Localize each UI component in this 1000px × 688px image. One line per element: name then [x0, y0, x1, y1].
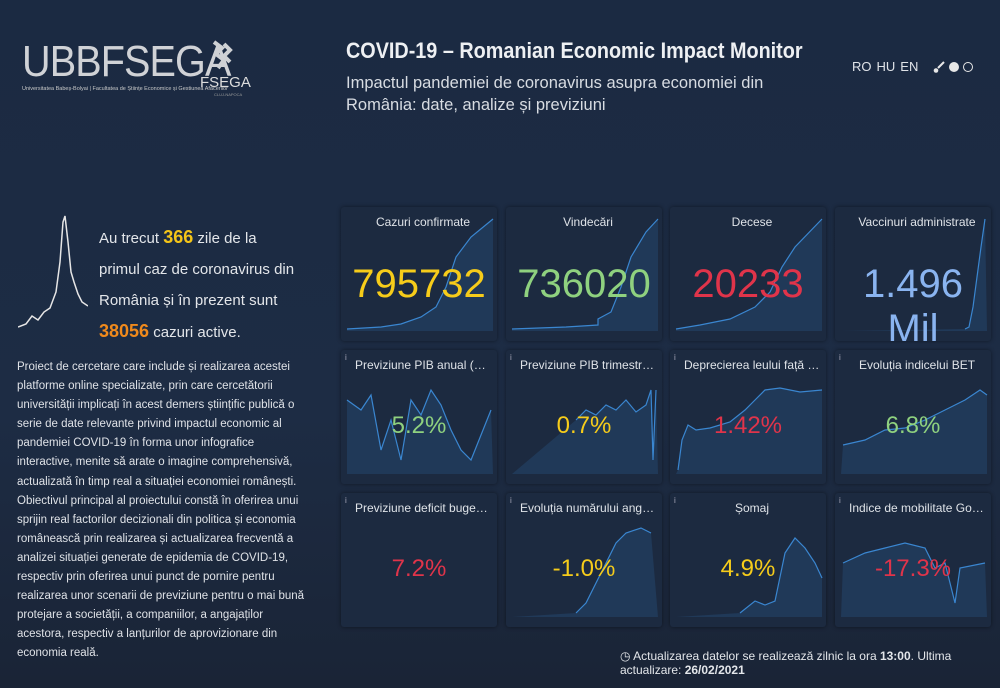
emblem-sub: CLUJ-NAPOCA: [214, 92, 243, 97]
metric-card[interactable]: i Indice de mobilitate Google -17.3%: [835, 493, 991, 627]
sparkline: [346, 218, 494, 331]
card-label: Previziune PIB anual (2021): [355, 358, 491, 372]
metric-card[interactable]: i Previziune PIB trimestrial (Q... 0.7%: [506, 350, 662, 484]
active-cases-sparkline: [18, 215, 88, 328]
card-label: Vindecări: [563, 215, 613, 229]
summary-text: cazuri active.: [149, 324, 241, 341]
card-value: 4.9%: [720, 555, 776, 582]
card-label: Evoluția indicelui BET: [858, 358, 976, 372]
days-count: 366: [163, 227, 194, 247]
sparkline: [511, 218, 659, 331]
metric-card[interactable]: Cazuri confirmate 795732: [341, 207, 497, 341]
project-description: Proiect de cercetare care include și rea…: [17, 361, 305, 660]
last-update-date: 26/02/2021: [684, 663, 745, 677]
ubbfsega-logo[interactable]: UBBFSEGA Universitatea Babeș-Bolyai | Fa…: [22, 40, 252, 110]
metric-card[interactable]: i Evoluția indicelui BET 6.8%: [835, 350, 991, 484]
card-value: 0.7%: [556, 412, 612, 439]
card-value: -1.0%: [552, 555, 616, 582]
sparkline: [676, 537, 823, 617]
card-value: 795732: [352, 262, 486, 306]
card-label: Cazuri confirmate: [375, 215, 471, 229]
logo-text: UBBFSEGA: [22, 37, 231, 86]
footer-text: . Ultima actualizare:: [620, 649, 952, 677]
card-value: 20233: [692, 262, 804, 306]
metric-card[interactable]: i Șomaj 4.9%: [670, 493, 826, 627]
lang-ro[interactable]: RO: [852, 59, 872, 74]
emblem-text: FSEGA: [200, 74, 251, 91]
card-value: 6.8%: [885, 412, 941, 439]
card-label: Deprecierea leului față de e...: [684, 358, 820, 372]
metric-card[interactable]: Vaccinuri administrate 1.496 Mil: [835, 207, 991, 341]
brush-icon[interactable]: [933, 60, 946, 73]
metric-card[interactable]: i Deprecierea leului față de e... 1.42%: [670, 350, 826, 484]
card-label: Decese: [731, 215, 773, 229]
info-icon[interactable]: i: [839, 496, 841, 505]
info-icon[interactable]: i: [674, 353, 676, 362]
card-value: 5.2%: [391, 412, 447, 439]
info-icon[interactable]: i: [345, 353, 347, 362]
card-value: 736020: [517, 262, 651, 306]
update-footer: ◷ Actualizarea datelor se realizează zil…: [620, 649, 1000, 677]
sparkline: [346, 388, 493, 474]
lang-hu[interactable]: HU: [876, 59, 896, 74]
metric-card[interactable]: i Previziune PIB anual (2021) 5.2%: [341, 350, 497, 484]
sparkline: [841, 389, 988, 474]
card-value: 7.2%: [391, 555, 447, 582]
info-icon[interactable]: i: [510, 496, 512, 505]
summary-text: zile de la primul caz de coronavirus din…: [99, 230, 295, 309]
language-switcher: RO HU EN: [852, 59, 974, 74]
logo-subtitle: Universitatea Babeș-Bolyai | Facultatea …: [22, 86, 228, 92]
update-time: 13:00: [879, 649, 911, 663]
sparkline: [512, 527, 658, 617]
card-value: -17.3%: [874, 555, 952, 582]
summary-text: Au trecut: [99, 230, 164, 247]
dark-theme-toggle[interactable]: [949, 61, 960, 72]
sparkline: [512, 389, 658, 474]
sparkline: [675, 218, 823, 331]
info-icon[interactable]: i: [839, 353, 841, 362]
card-label: Șomaj: [734, 501, 769, 515]
sparkline: [676, 387, 823, 474]
metric-card[interactable]: i Previziune deficit bugetar a... 7.2%: [341, 493, 497, 627]
card-label: Previziune deficit bugetar a...: [355, 501, 491, 515]
page-title: COVID-19 – Romanian Economic Impact Moni…: [346, 38, 803, 63]
metric-card[interactable]: Vindecări 736020: [506, 207, 662, 341]
card-value: 1.42%: [713, 412, 783, 439]
days-summary: Au trecut 366 zile de la primul caz de c…: [99, 222, 299, 348]
sparkline: [841, 542, 987, 617]
active-cases-count: 38056: [99, 321, 150, 341]
clock-icon: ◷: [620, 649, 634, 663]
light-theme-toggle[interactable]: [963, 61, 974, 72]
card-value: 1.496 Mil: [862, 262, 964, 341]
sparkline: [841, 218, 987, 331]
metric-card[interactable]: Decese 20233: [670, 207, 826, 341]
emblem-icon: [212, 40, 233, 70]
lang-en[interactable]: EN: [900, 59, 919, 74]
info-icon[interactable]: i: [345, 496, 347, 505]
fsega-emblem: FSEGA CLUJ-NAPOCA: [200, 40, 251, 100]
card-label: Evoluția numărului angajațil...: [520, 501, 656, 515]
card-label: Indice de mobilitate Google: [849, 501, 985, 515]
metric-card[interactable]: i Evoluția numărului angajațil... -1.0%: [506, 493, 662, 627]
info-icon[interactable]: i: [510, 353, 512, 362]
card-label: Previziune PIB trimestrial (Q...: [520, 358, 656, 372]
footer-text: Actualizarea datelor se realizează zilni…: [633, 649, 880, 663]
info-icon[interactable]: i: [674, 496, 676, 505]
card-label: Vaccinuri administrate: [858, 215, 976, 229]
page-subtitle: Impactul pandemiei de coronavirus asupra…: [346, 74, 764, 114]
